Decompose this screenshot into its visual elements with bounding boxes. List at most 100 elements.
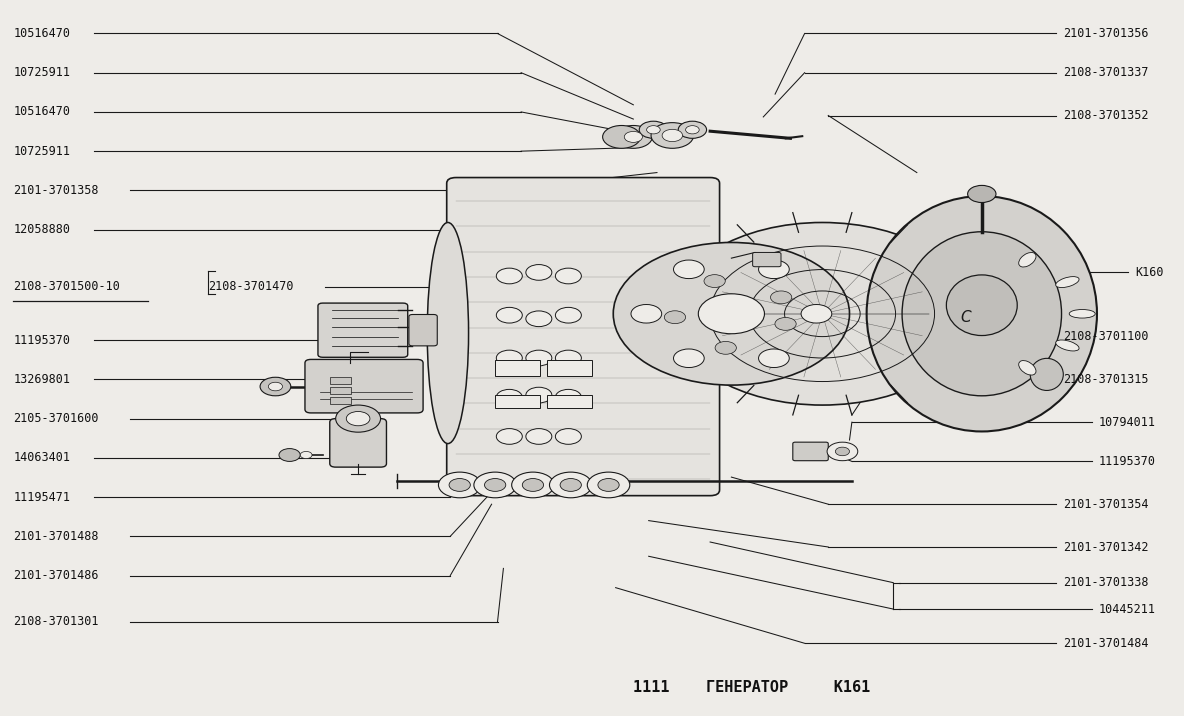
Circle shape	[555, 307, 581, 323]
Text: 11195370: 11195370	[1099, 455, 1156, 468]
Text: 13269801: 13269801	[13, 373, 70, 386]
Circle shape	[496, 307, 522, 323]
Text: 10794011: 10794011	[1099, 416, 1156, 429]
Text: 2108-3701470: 2108-3701470	[208, 280, 294, 293]
Circle shape	[774, 317, 796, 330]
Circle shape	[587, 472, 630, 498]
Circle shape	[678, 121, 707, 138]
Circle shape	[967, 185, 996, 203]
Circle shape	[555, 429, 581, 445]
Text: 10516470: 10516470	[13, 27, 70, 40]
Circle shape	[624, 132, 643, 142]
Text: 11195471: 11195471	[13, 490, 70, 503]
Text: 2101-3701356: 2101-3701356	[1063, 27, 1148, 40]
Bar	[547, 360, 592, 376]
Circle shape	[496, 429, 522, 445]
Circle shape	[699, 294, 765, 334]
Circle shape	[526, 429, 552, 445]
FancyBboxPatch shape	[793, 442, 829, 460]
Circle shape	[614, 125, 652, 148]
Circle shape	[496, 390, 522, 405]
Bar	[330, 377, 350, 384]
Text: K160: K160	[1135, 266, 1164, 279]
Text: 2105-3701600: 2105-3701600	[13, 412, 98, 425]
Text: 1111    ГЕНЕРАТОР     K161: 1111 ГЕНЕРАТОР K161	[632, 680, 870, 695]
Text: 2101-3701486: 2101-3701486	[13, 569, 98, 582]
Circle shape	[603, 125, 641, 148]
Bar	[330, 397, 350, 404]
Circle shape	[771, 291, 792, 304]
Circle shape	[526, 311, 552, 326]
Circle shape	[511, 472, 554, 498]
FancyBboxPatch shape	[408, 314, 437, 346]
Circle shape	[639, 121, 668, 138]
Circle shape	[560, 478, 581, 491]
Ellipse shape	[1030, 358, 1063, 390]
Text: 2108-3701500-10: 2108-3701500-10	[13, 280, 120, 293]
Circle shape	[836, 448, 849, 455]
Circle shape	[496, 350, 522, 366]
Text: 2101-3701354: 2101-3701354	[1063, 498, 1148, 511]
Circle shape	[664, 311, 686, 324]
Text: 2101-3701484: 2101-3701484	[1063, 637, 1148, 650]
Text: 10445211: 10445211	[1099, 603, 1156, 616]
Circle shape	[674, 260, 704, 279]
Text: 10725911: 10725911	[13, 66, 70, 79]
Text: 10516470: 10516470	[13, 105, 70, 118]
Ellipse shape	[1056, 276, 1079, 288]
Circle shape	[279, 449, 301, 461]
Circle shape	[613, 243, 849, 385]
Circle shape	[549, 472, 592, 498]
FancyBboxPatch shape	[446, 178, 720, 495]
Circle shape	[631, 304, 662, 323]
Text: C: C	[960, 310, 971, 325]
FancyBboxPatch shape	[753, 253, 781, 266]
Ellipse shape	[867, 196, 1096, 432]
Ellipse shape	[1018, 253, 1036, 267]
Circle shape	[651, 122, 694, 148]
Ellipse shape	[946, 275, 1017, 336]
Ellipse shape	[427, 223, 469, 444]
Text: 2108-3701352: 2108-3701352	[1063, 109, 1148, 122]
Circle shape	[346, 412, 369, 426]
Text: 2101-3701358: 2101-3701358	[13, 184, 98, 197]
Text: 2108-3701100: 2108-3701100	[1063, 330, 1148, 343]
Bar	[495, 395, 540, 408]
Circle shape	[759, 349, 790, 367]
Bar	[547, 395, 592, 408]
FancyBboxPatch shape	[330, 419, 386, 467]
Circle shape	[686, 126, 700, 134]
Text: 2101-3701338: 2101-3701338	[1063, 576, 1148, 589]
Circle shape	[555, 350, 581, 366]
Circle shape	[449, 478, 470, 491]
Circle shape	[759, 260, 790, 279]
Text: 2108-3701315: 2108-3701315	[1063, 373, 1148, 386]
Circle shape	[646, 126, 661, 134]
Circle shape	[555, 390, 581, 405]
Circle shape	[671, 223, 973, 405]
Text: 14063401: 14063401	[13, 451, 70, 465]
Bar	[495, 360, 540, 376]
Circle shape	[662, 130, 682, 142]
Circle shape	[802, 304, 832, 323]
Circle shape	[526, 350, 552, 366]
Circle shape	[526, 387, 552, 403]
Text: 2101-3701342: 2101-3701342	[1063, 541, 1148, 553]
Circle shape	[704, 275, 726, 288]
Text: 10725911: 10725911	[13, 145, 70, 158]
Circle shape	[674, 349, 704, 367]
Text: 2108-3701337: 2108-3701337	[1063, 66, 1148, 79]
Circle shape	[522, 478, 543, 491]
Circle shape	[336, 405, 380, 432]
Circle shape	[438, 472, 481, 498]
Text: 2101-3701488: 2101-3701488	[13, 530, 98, 543]
Circle shape	[555, 268, 581, 284]
Ellipse shape	[902, 232, 1062, 396]
Circle shape	[715, 342, 736, 354]
Circle shape	[484, 478, 506, 491]
Ellipse shape	[1056, 340, 1079, 351]
Ellipse shape	[1069, 309, 1095, 318]
Bar	[330, 387, 350, 394]
Circle shape	[526, 265, 552, 280]
Circle shape	[828, 442, 857, 460]
